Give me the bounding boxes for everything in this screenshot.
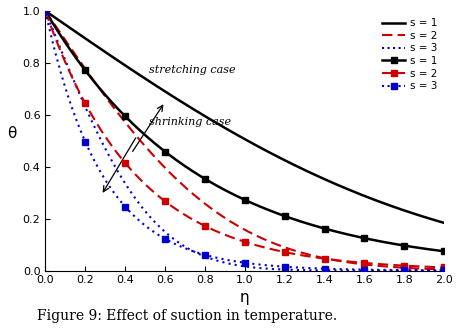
Text: Figure 9: Effect of suction in temperature.: Figure 9: Effect of suction in temperatu… [37, 310, 336, 323]
Text: stretching case: stretching case [149, 65, 235, 75]
X-axis label: η: η [240, 290, 249, 305]
Text: shrinking case: shrinking case [149, 117, 231, 127]
Legend: s = 1, s = 2, s = 3, s = 1, s = 2, s = 3: s = 1, s = 2, s = 3, s = 1, s = 2, s = 3 [380, 16, 438, 93]
Y-axis label: θ: θ [7, 126, 16, 141]
